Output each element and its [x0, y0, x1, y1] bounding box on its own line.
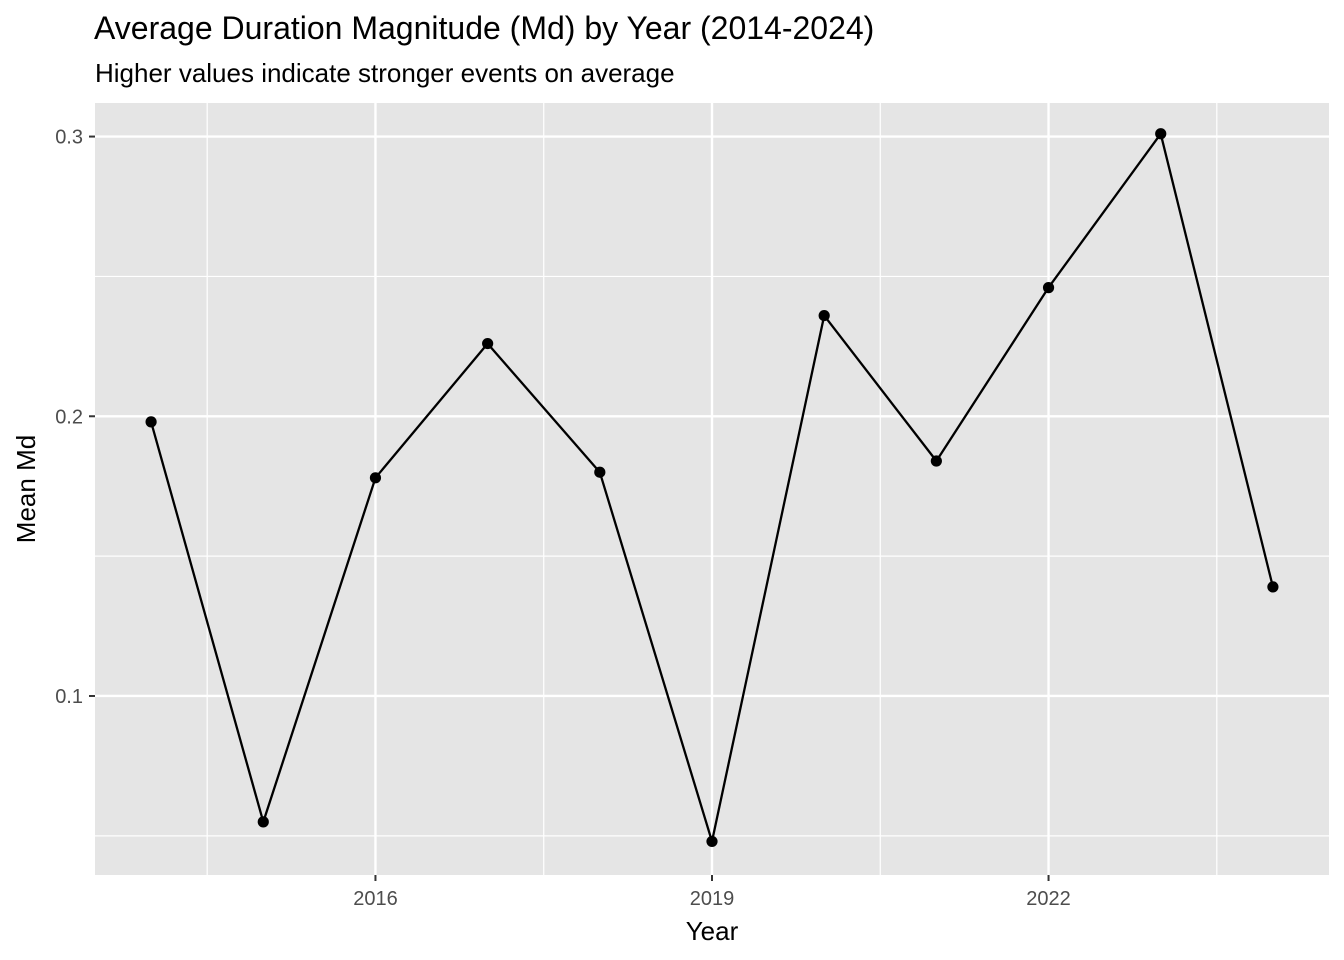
data-point [1155, 128, 1167, 140]
chart-title: Average Duration Magnitude (Md) by Year … [94, 10, 875, 46]
x-tick-label: 2019 [690, 888, 735, 910]
data-point [706, 835, 718, 848]
x-axis-title: Year [686, 916, 739, 946]
data-point [594, 466, 606, 478]
data-points [145, 128, 1279, 848]
data-point [257, 816, 269, 828]
y-tick-label: 0.3 [55, 127, 83, 149]
data-point [369, 472, 382, 484]
x-tick-label: 2016 [353, 888, 398, 910]
chart-subtitle: Higher values indicate stronger events o… [95, 58, 675, 88]
data-point [1042, 282, 1055, 294]
axis-ticks [89, 135, 1050, 881]
tick-labels: 2016 2019 2022 0.1 0.2 0.3 [55, 127, 1071, 910]
y-axis-title: Mean Md [11, 435, 41, 543]
data-point [482, 337, 494, 350]
data-point [145, 416, 157, 428]
y-tick-label: 0.2 [55, 406, 83, 428]
y-tick-label: 0.1 [55, 686, 83, 708]
x-tick-label: 2022 [1026, 888, 1071, 910]
major-gridlines [95, 103, 1329, 875]
data-point [818, 309, 830, 322]
data-point [930, 455, 942, 467]
data-point [1267, 581, 1279, 593]
